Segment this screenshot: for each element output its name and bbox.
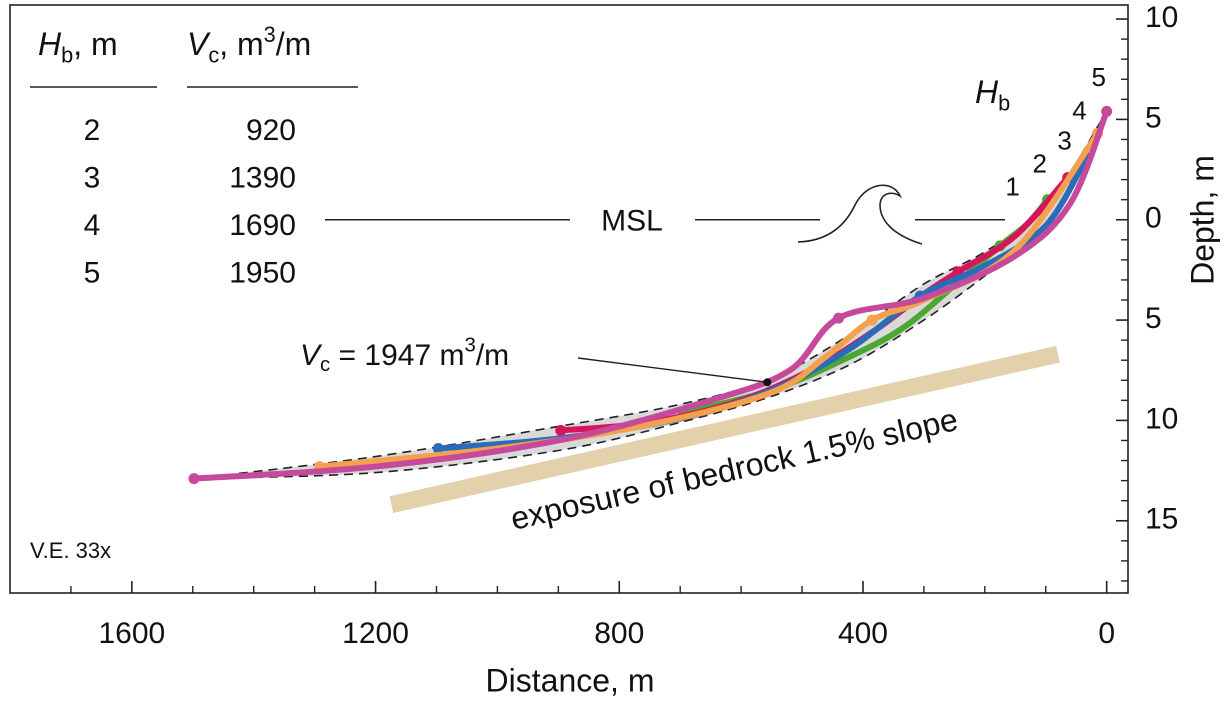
envelope-lower [193,110,1108,480]
table-cell: 2 [84,114,101,147]
curve-label: 5 [1091,62,1105,92]
wave-sketch [797,184,923,245]
x-tick-label: 400 [838,617,888,650]
table-header-part: b [61,42,73,67]
annotation-text-part: /m [476,339,509,372]
x-tick-label: 0 [1098,617,1115,650]
profile-line [316,130,1101,470]
curve-label: 1 [1005,172,1019,202]
x-axis-title: Distance, m [486,662,655,698]
y-tick-label: 0 [1145,202,1162,235]
curve-label: 3 [1057,125,1071,155]
profile-dot [833,312,845,324]
annotation-text-part: 3 [464,335,475,357]
profile-line [190,108,1110,482]
x-tick-label: 1600 [98,617,165,650]
annotation-leader [577,357,768,383]
ve-note: V.E. 33x [30,538,111,563]
y-tick-label: 10 [1145,402,1178,435]
curve-symbol-part: b [998,90,1010,115]
curve-label: 2 [1032,148,1046,178]
msl-label: MSL [601,205,663,238]
annotation-text-part: V [300,339,323,372]
profile-dot [1101,105,1113,117]
table-cell: 1690 [229,209,296,242]
table-header-part: , m [219,26,263,62]
table-header: Vc, m3/m [187,22,311,68]
y-tick-label: 5 [1145,101,1162,134]
y-tick-label: 5 [1145,302,1162,335]
table-cell: 5 [84,256,101,289]
annotation-text-part: c [320,354,330,376]
table-cell: 1390 [229,161,296,194]
table-cell: 1950 [229,256,296,289]
curve-symbol-part: H [975,74,999,110]
annotation-text-part: = 1947 m [330,339,464,372]
table-header: Hb, m [38,26,118,67]
annotation-text: Vc = 1947 m3/m [300,335,509,377]
table-header-part: , m [73,26,117,62]
curve-symbol: Hb [975,74,1010,115]
profile-line [680,196,1051,416]
table-header-part: c [208,42,219,67]
profile-line [435,154,1090,452]
bedrock-bar [389,345,1060,513]
profile-dot [555,424,567,436]
profile-dot [432,443,444,455]
table-cell: 4 [84,209,101,242]
y-tick-label: 15 [1145,503,1178,536]
x-tick-label: 800 [594,617,644,650]
table-header-part: 3 [264,22,276,47]
plot-frame [9,4,1129,594]
profile-dot [188,473,200,485]
y-axis-title: Depth, m [1184,155,1220,285]
table-header-part: H [38,26,62,62]
table-cell: 3 [84,161,101,194]
annotation-dot [763,378,772,387]
table-cell: 920 [246,114,296,147]
table-header-part: V [187,26,211,62]
y-tick-label: 10 [1145,1,1178,34]
table-header-part: /m [276,26,312,62]
profile-dot [866,314,878,326]
curve-label: 4 [1072,95,1086,125]
x-tick-label: 1200 [342,617,409,650]
